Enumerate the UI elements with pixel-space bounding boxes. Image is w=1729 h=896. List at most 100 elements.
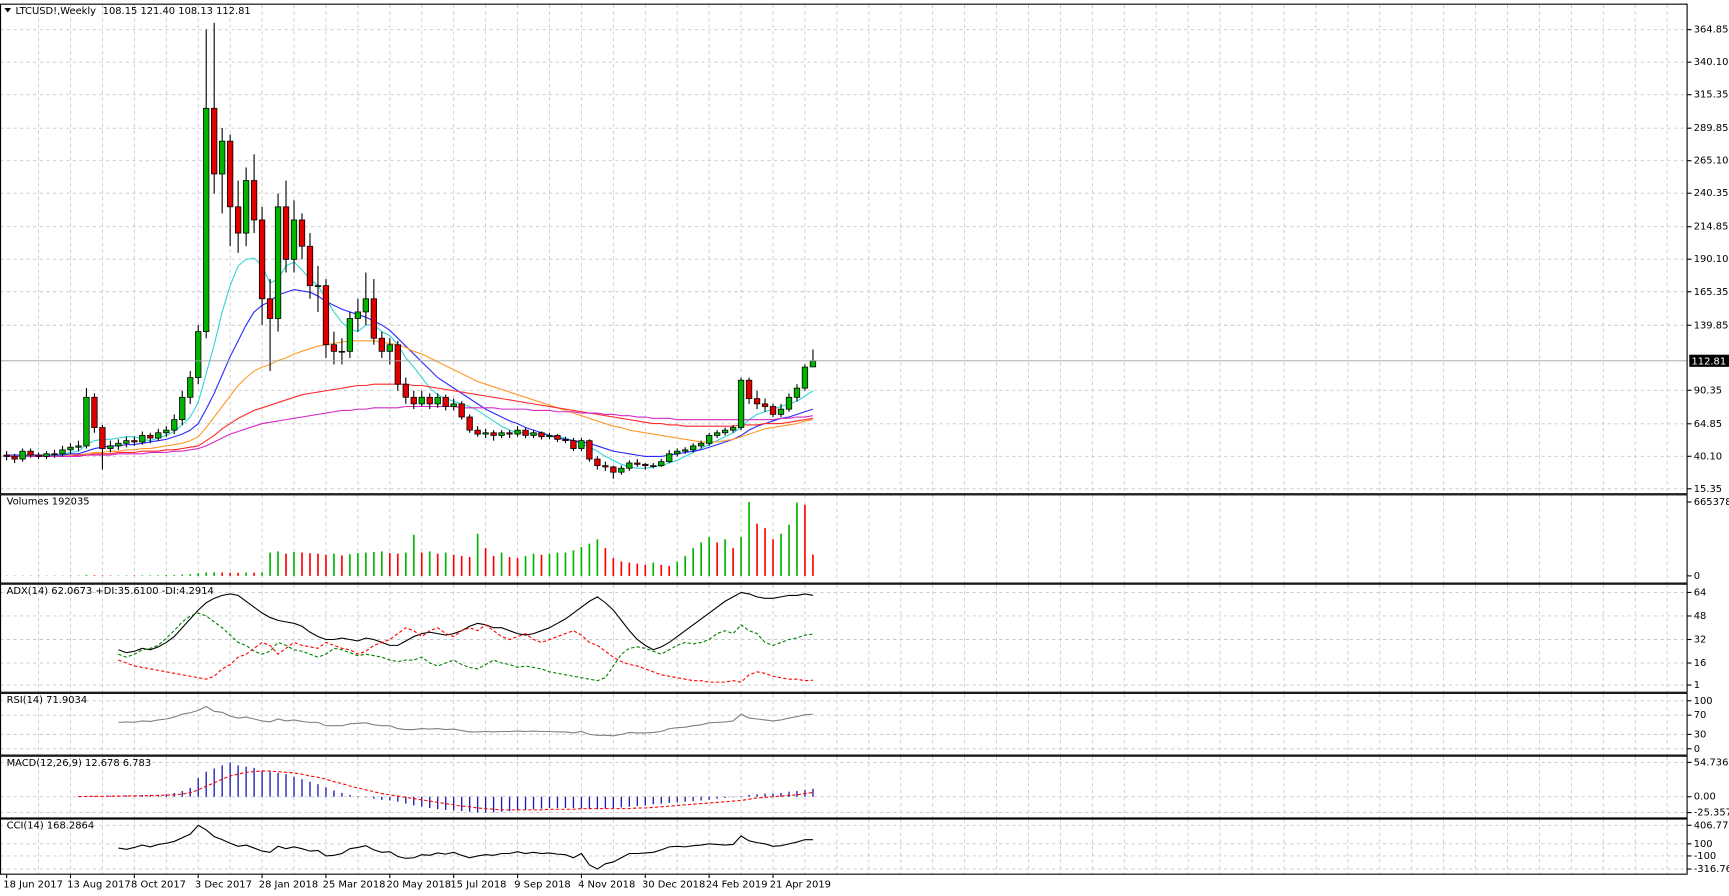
candle-body xyxy=(610,466,617,473)
volume-bar xyxy=(764,528,766,576)
macd-bar xyxy=(301,779,303,797)
candle-body xyxy=(713,432,721,436)
candle-body xyxy=(51,453,58,456)
volume-bar xyxy=(181,574,184,576)
candle-body xyxy=(195,331,202,378)
candle-body xyxy=(314,285,322,287)
menu-triangle[interactable] xyxy=(4,8,12,13)
y-tick-label: 315.35 xyxy=(1694,90,1729,101)
volume-bar xyxy=(692,548,695,576)
macd-bar xyxy=(77,796,80,797)
volume-bar xyxy=(428,551,431,576)
y-tick-label: 64 xyxy=(1694,587,1707,598)
candle-body xyxy=(793,387,801,398)
y-tick-label: 165.35 xyxy=(1694,287,1729,298)
panel-frame xyxy=(0,494,1688,584)
y-tick-label: 190.10 xyxy=(1694,254,1729,265)
macd-bar xyxy=(476,796,479,813)
volume-bar xyxy=(381,551,383,576)
volume-bar xyxy=(716,542,718,576)
volume-bar xyxy=(444,552,447,576)
volume-bar xyxy=(804,504,806,576)
volume-bar xyxy=(676,561,679,576)
candle-body xyxy=(59,449,66,455)
candle-body xyxy=(506,432,513,435)
volume-bar xyxy=(492,555,495,576)
macd-bar xyxy=(556,796,559,808)
candle-body xyxy=(354,311,362,319)
y-tick-label: 1 xyxy=(1694,680,1700,691)
candle-body xyxy=(666,453,673,463)
candle-body xyxy=(769,406,777,415)
y-tick-label: 406.776 xyxy=(1694,820,1729,831)
macd-bar xyxy=(333,790,335,797)
candle-body xyxy=(35,454,42,457)
panel-title: ADX(14) 62.0673 +DI:35.6100 -DI:4.2914 xyxy=(7,586,214,597)
volume-bar xyxy=(780,533,782,576)
volume-bar xyxy=(556,552,559,576)
candle-body xyxy=(155,432,162,439)
macd-bar xyxy=(772,793,774,797)
candle-body xyxy=(618,467,625,473)
candle-body xyxy=(721,429,729,434)
volume-bar xyxy=(277,551,279,576)
volume-bar xyxy=(612,558,615,576)
macd-bar xyxy=(437,796,439,810)
y-tick-label: 139.85 xyxy=(1694,320,1729,331)
panel-frame xyxy=(0,583,1688,693)
y-tick-label: 64.85 xyxy=(1694,419,1722,430)
y-tick-label: 340.10 xyxy=(1694,57,1729,68)
macd-bar xyxy=(540,796,543,809)
volume-bar xyxy=(349,554,351,576)
volume-bar xyxy=(516,558,519,576)
volume-bar xyxy=(644,564,647,576)
volume-bar xyxy=(548,553,551,576)
y-tick-label: 32 xyxy=(1694,634,1707,645)
volume-bar xyxy=(572,550,575,576)
macd-bar xyxy=(325,787,327,797)
volume-bar xyxy=(237,572,239,576)
macd-bar xyxy=(676,796,678,803)
y-tick-label: 90.35 xyxy=(1694,385,1722,396)
y-tick-label: -316.767 xyxy=(1694,864,1729,875)
candle-body xyxy=(282,206,290,260)
x-tick-label: 18 Jun 2017 xyxy=(3,880,63,891)
macd-bar xyxy=(756,794,758,797)
volume-bar xyxy=(309,553,311,576)
macd-bar xyxy=(453,796,455,811)
candle-body xyxy=(107,445,114,449)
candle-body xyxy=(426,396,433,405)
macd-bar xyxy=(277,772,279,797)
candle-body xyxy=(522,429,529,436)
macd-bar xyxy=(740,796,742,797)
indicator-line xyxy=(118,705,813,737)
indicator-line xyxy=(118,591,814,654)
candle-body xyxy=(410,396,417,405)
volume-bar xyxy=(285,553,287,576)
macd-bar xyxy=(812,788,814,797)
x-tick-label: 3 Dec 2017 xyxy=(195,880,252,891)
y-tick-label: -25.357 xyxy=(1694,808,1729,819)
volume-bar xyxy=(580,547,583,576)
volume-bar xyxy=(229,572,231,576)
volume-bar xyxy=(732,548,734,576)
candle-body xyxy=(809,360,817,368)
candle-body xyxy=(682,449,689,452)
candle-body xyxy=(3,454,10,457)
panel-frame xyxy=(0,3,1688,495)
macd-bar xyxy=(628,796,630,807)
macd-bar xyxy=(309,781,311,797)
macd-bar xyxy=(588,796,591,810)
volume-bar xyxy=(588,543,591,576)
y-tick-label: 214.85 xyxy=(1694,222,1729,233)
panel-title: RSI(14) 71.9034 xyxy=(7,695,88,706)
volume-bar xyxy=(540,554,543,576)
macd-bar xyxy=(780,792,782,797)
macd-bar xyxy=(724,796,726,798)
macd-bar xyxy=(612,796,615,808)
volume-bar xyxy=(620,561,623,576)
volume-bar xyxy=(484,548,487,576)
candle-body xyxy=(346,318,354,352)
y-tick-label: 0.00 xyxy=(1694,792,1716,803)
x-tick-label: 28 Jan 2018 xyxy=(259,880,318,891)
